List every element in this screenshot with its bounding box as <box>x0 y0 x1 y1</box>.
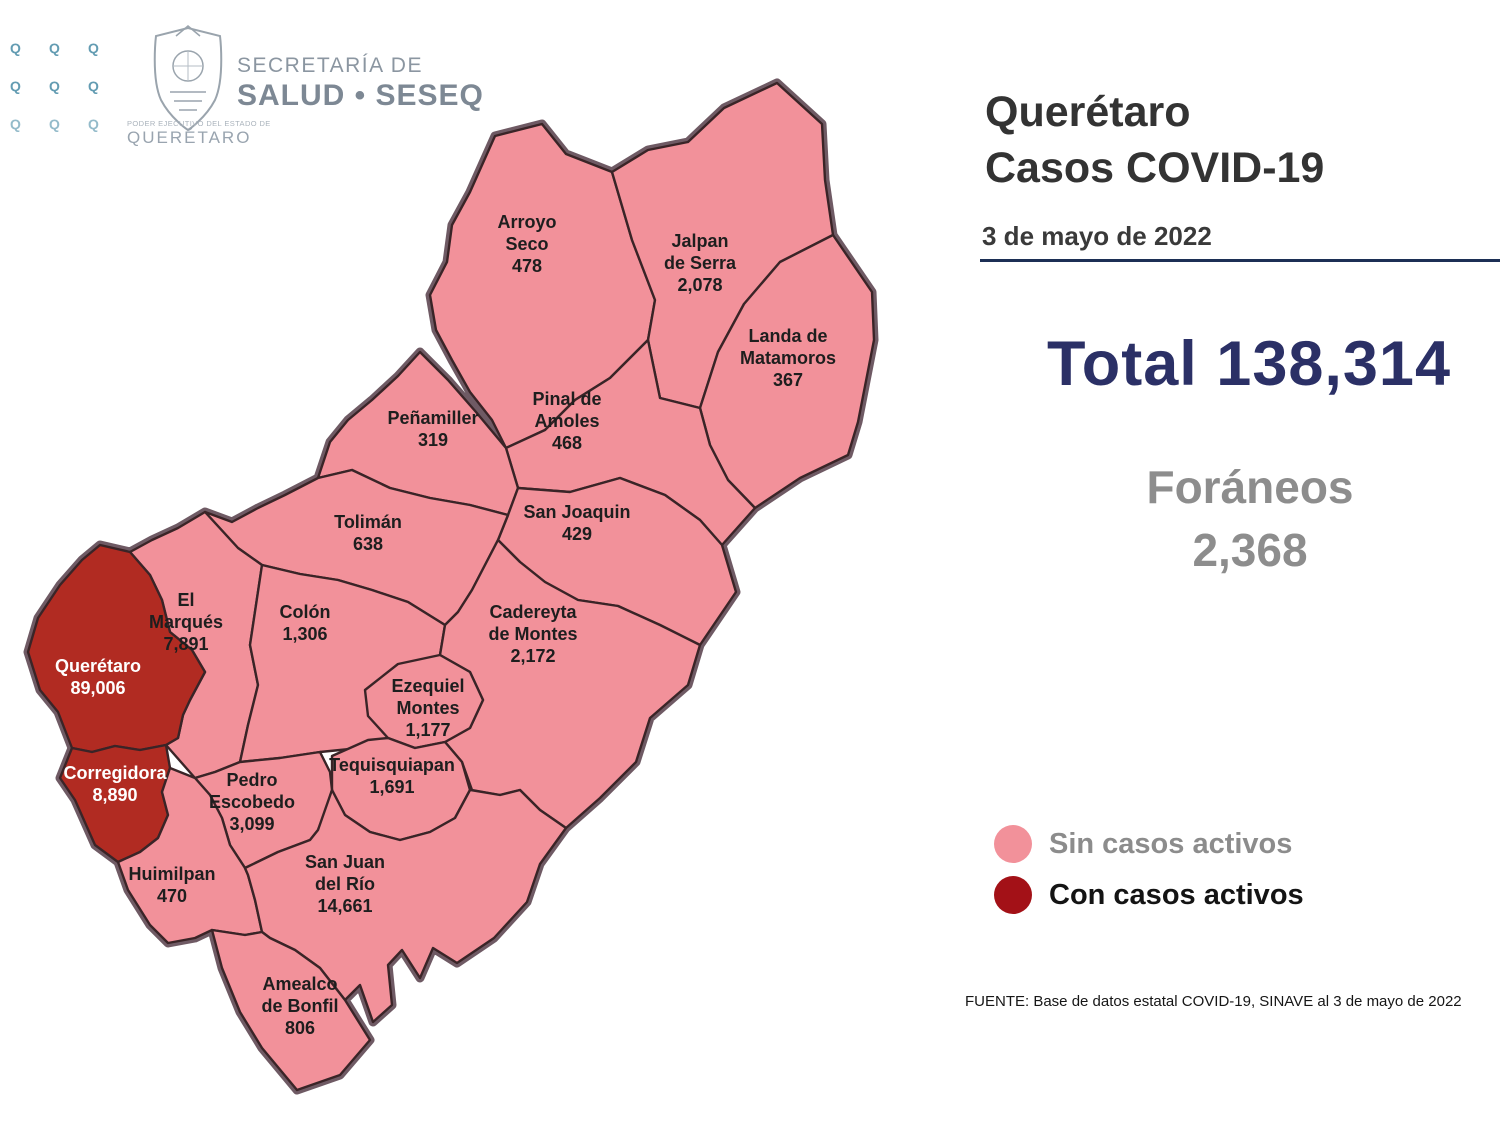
total-cases: Total 138,314 <box>1046 329 1452 399</box>
brand-poder-ejecutivo: PODER EJECUTIVO DEL ESTADO DE <box>127 119 271 128</box>
legend-dot-sin-casos-icon <box>994 825 1032 863</box>
municipality-label-jalpan-de-serra: Jalpan de Serra 2,078 <box>664 231 737 295</box>
q-mark-icon: Q <box>49 116 60 132</box>
municipality-label-pedro-escobedo: Pedro Escobedo 3,099 <box>209 770 295 834</box>
foraneos-block: Foráneos 2,368 <box>1000 456 1500 582</box>
page-title-line1: Querétaro <box>985 88 1191 136</box>
report-date: 3 de mayo de 2022 <box>982 221 1212 251</box>
legend-label-sin-casos: Sin casos activos <box>1049 827 1293 860</box>
municipality-label-huimilpan: Huimilpan 470 <box>128 864 215 906</box>
municipality-label-queretaro: Querétaro 89,006 <box>55 656 141 698</box>
legend: Sin casos activos Con casos activos <box>994 824 1304 926</box>
date-underline <box>980 259 1500 262</box>
seseq-crest-icon <box>153 25 223 132</box>
municipality-label-cadereyta-de-montes: Cadereyta de Montes 2,172 <box>488 602 577 666</box>
brand-salud-seseq: SALUD • SESEQ <box>237 79 484 112</box>
municipality-label-toliman: Tolimán 638 <box>334 512 402 554</box>
page-title: Querétaro Casos COVID-19 <box>985 84 1324 196</box>
foraneos-label: Foráneos <box>1146 461 1354 513</box>
municipality-label-colon: Colón 1,306 <box>280 602 331 644</box>
municipality-label-corregidora: Corregidora 8,890 <box>63 763 167 805</box>
q-watermark-grid: Q Q Q Q Q Q Q Q Q <box>10 40 110 152</box>
page-title-line2: Casos COVID-19 <box>985 144 1325 192</box>
brand-queretaro: QUERÉTARO <box>127 128 252 147</box>
municipality-label-ezequiel-montes: Ezequiel Montes 1,177 <box>391 676 464 740</box>
q-mark-icon: Q <box>49 78 60 94</box>
source-note: FUENTE: Base de datos estatal COVID-19, … <box>965 993 1462 1010</box>
q-mark-icon: Q <box>10 116 21 132</box>
q-mark-icon: Q <box>88 116 99 132</box>
legend-label-con-casos: Con casos activos <box>1049 878 1304 911</box>
brand-secretaria: SECRETARÍA DE <box>237 54 423 77</box>
municipality-label-landa-de-matamoros: Landa de Matamoros 367 <box>740 326 836 390</box>
municipality-shape-amealco-de-bonfil <box>210 928 372 1092</box>
legend-dot-con-casos-icon <box>994 876 1032 914</box>
municipality-label-san-juan-del-rio: San Juan del Río 14,661 <box>305 852 385 916</box>
q-mark-icon: Q <box>10 40 21 56</box>
legend-row-con-casos: Con casos activos <box>994 875 1304 915</box>
municipality-label-arroyo-seco: Arroyo Seco 478 <box>497 212 556 276</box>
municipality-label-penamiller: Peñamiller 319 <box>387 408 478 450</box>
legend-row-sin-casos: Sin casos activos <box>994 824 1304 864</box>
q-mark-icon: Q <box>88 78 99 94</box>
municipality-label-el-marques: El Marqués 7,891 <box>149 590 223 654</box>
municipality-label-tequisquiapan: Tequisquiapan 1,691 <box>329 755 455 797</box>
municipality-label-pinal-de-amoles: Pinal de Amoles 468 <box>532 389 601 453</box>
q-mark-icon: Q <box>10 78 21 94</box>
municipality-label-amealco-de-bonfil: Amealco de Bonfil 806 <box>262 974 339 1038</box>
municipality-label-san-joaquin: San Joaquin 429 <box>523 502 630 544</box>
q-mark-icon: Q <box>88 40 99 56</box>
foraneos-value: 2,368 <box>1192 524 1308 576</box>
municipality-shape-san-juan-del-rio <box>243 788 568 1024</box>
q-mark-icon: Q <box>49 40 60 56</box>
